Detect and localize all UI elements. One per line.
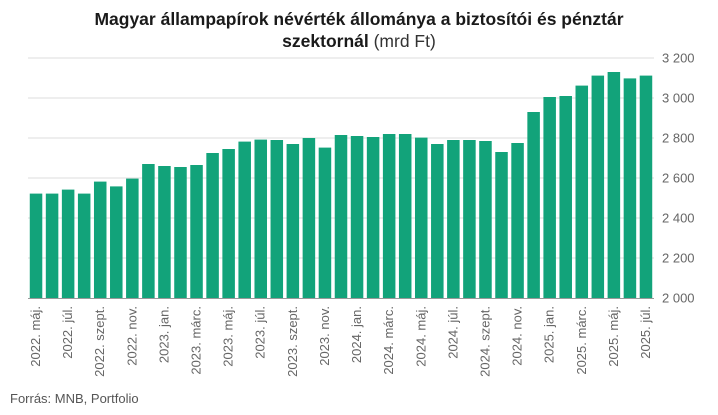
x-tick-label: 2025. máj. [606, 306, 621, 367]
y-tick-label: 2 600 [662, 171, 695, 186]
y-tick-label: 2 200 [662, 251, 695, 266]
y-tick-label: 3 000 [662, 91, 695, 106]
bar [45, 193, 59, 298]
source-note: Forrás: MNB, Portfolio [10, 391, 139, 406]
x-tick-label: 2024. jan. [349, 306, 364, 363]
bar [463, 140, 476, 298]
x-tick-label: 2024. júl. [445, 306, 460, 359]
y-tick-label: 2 400 [662, 211, 695, 226]
bar [254, 139, 268, 298]
bar [350, 136, 364, 298]
bar [639, 75, 653, 298]
bar [142, 164, 155, 298]
x-tick-label: 2023. nov. [317, 306, 332, 366]
bar [286, 144, 300, 298]
chart-title-line1: Magyar állampapírok névérték állománya a… [94, 9, 624, 29]
y-tick-label: 2 000 [662, 291, 695, 306]
chart-title-unit: (mrd Ft) [368, 31, 436, 51]
bar [334, 135, 348, 298]
x-tick-label: 2025. jan. [542, 306, 557, 363]
x-tick-label: 2024. márc. [381, 306, 396, 375]
x-tick-label: 2023. szept. [285, 306, 300, 377]
bar [511, 143, 524, 298]
x-tick-label: 2023. máj. [221, 306, 236, 367]
bar [158, 166, 171, 298]
x-tick-label: 2023. jan. [156, 306, 171, 363]
bar [447, 140, 460, 298]
bar [575, 85, 589, 298]
bar [318, 147, 332, 298]
bar [61, 189, 75, 298]
bar [29, 193, 43, 298]
bar [591, 75, 605, 298]
x-tick-label: 2022. júl. [60, 306, 75, 359]
chart-title: Magyar állampapírok névérték állománya a… [0, 8, 718, 52]
x-tick-label: 2024. nov. [510, 306, 525, 366]
bar [77, 193, 91, 298]
bar [238, 141, 251, 298]
x-tick-label: 2023. márc. [189, 306, 204, 375]
chart-title-line2-bold: szektornál [282, 31, 369, 51]
bar [623, 78, 637, 299]
bar [543, 97, 556, 298]
bar [126, 178, 139, 298]
bar [93, 181, 107, 298]
bar [174, 167, 187, 298]
bar [495, 152, 508, 298]
bar [366, 137, 380, 298]
bar [302, 138, 316, 298]
bar [479, 141, 492, 298]
bar [414, 137, 428, 298]
bar [607, 72, 621, 298]
x-tick-label: 2024. máj. [413, 306, 428, 367]
x-tick-label: 2024. szept. [477, 306, 492, 377]
y-tick-label: 2 800 [662, 131, 695, 146]
y-tick-label: 3 200 [662, 51, 695, 66]
bar [222, 149, 235, 298]
x-tick-label: 2022. szept. [92, 306, 107, 377]
x-tick-label: 2022. máj. [28, 306, 43, 367]
bar [110, 186, 123, 298]
bar-layer [29, 72, 653, 299]
x-tick-label: 2025. júl. [638, 306, 653, 359]
bar [527, 112, 540, 298]
x-tick-label: 2025. márc. [574, 306, 589, 375]
bar [190, 165, 203, 298]
bar [382, 134, 396, 298]
bar [559, 96, 572, 298]
bar [206, 153, 219, 298]
x-tick-label: 2023. júl. [253, 306, 268, 359]
x-tick-label: 2022. nov. [124, 306, 139, 366]
bar [398, 134, 412, 298]
bar [431, 144, 444, 298]
bar [270, 140, 284, 298]
axis-layer: 2 000 2 200 2 400 2 600 2 800 3 000 3 200 2022.… [28, 51, 695, 377]
